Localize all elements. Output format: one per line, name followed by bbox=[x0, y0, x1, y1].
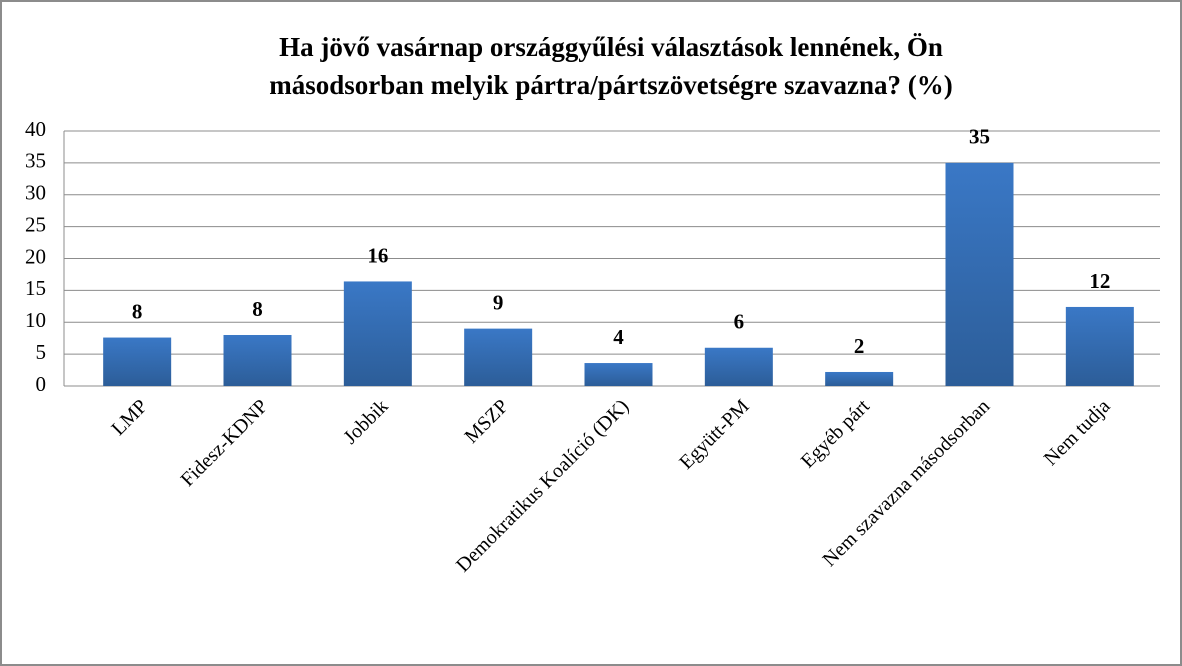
bar bbox=[223, 335, 292, 386]
bar bbox=[343, 281, 412, 386]
value-label: 8 bbox=[252, 297, 263, 321]
y-tick-label: 30 bbox=[25, 181, 46, 205]
bar bbox=[1065, 306, 1134, 386]
y-tick-label: 5 bbox=[36, 340, 47, 364]
value-label: 35 bbox=[969, 125, 990, 149]
value-label: 8 bbox=[132, 299, 143, 323]
bar bbox=[945, 162, 1014, 386]
chart-title: Ha jövő vasárnap országgyűlési választás… bbox=[269, 32, 952, 100]
value-label: 2 bbox=[854, 334, 865, 358]
y-tick-label: 10 bbox=[25, 308, 46, 332]
title-line: Ha jövő vasárnap országgyűlési választás… bbox=[279, 32, 943, 62]
y-tick-label: 40 bbox=[25, 117, 46, 141]
value-label: 9 bbox=[493, 290, 504, 314]
bar bbox=[464, 328, 533, 386]
y-tick-label: 35 bbox=[25, 149, 46, 173]
y-tick-label: 20 bbox=[25, 244, 46, 268]
value-label: 4 bbox=[613, 325, 624, 349]
bar bbox=[584, 363, 653, 386]
bar bbox=[103, 337, 172, 386]
y-tick-label: 15 bbox=[25, 276, 46, 300]
title-line: másodsorban melyik pártra/pártszövetségr… bbox=[269, 70, 952, 100]
y-tick-label: 0 bbox=[36, 372, 47, 396]
value-label: 12 bbox=[1089, 269, 1110, 293]
bar bbox=[704, 347, 773, 386]
y-tick-label: 25 bbox=[25, 212, 46, 236]
value-label: 6 bbox=[734, 310, 745, 334]
bar bbox=[825, 371, 894, 386]
value-label: 16 bbox=[367, 243, 388, 267]
